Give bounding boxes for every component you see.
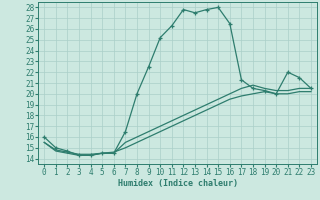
X-axis label: Humidex (Indice chaleur): Humidex (Indice chaleur): [118, 179, 238, 188]
